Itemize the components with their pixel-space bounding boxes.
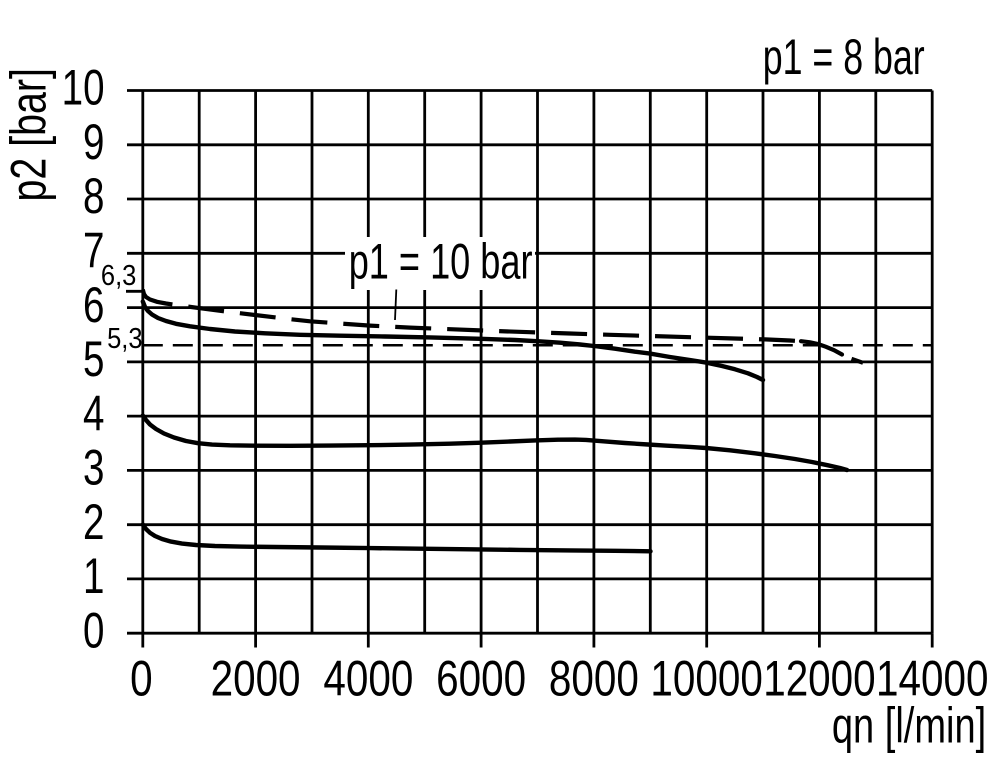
svg-text:0: 0: [83, 604, 104, 659]
svg-text:p2 [bar]: p2 [bar]: [0, 68, 57, 201]
svg-text:2: 2: [83, 495, 104, 550]
svg-text:4000: 4000: [323, 650, 413, 706]
svg-text:qn [l/min]: qn [l/min]: [832, 699, 986, 754]
svg-text:8: 8: [83, 170, 104, 225]
svg-text:8000: 8000: [549, 650, 639, 706]
svg-text:12000: 12000: [763, 650, 875, 706]
svg-text:6: 6: [83, 278, 104, 333]
svg-text:3: 3: [83, 441, 104, 496]
svg-text:10000: 10000: [650, 650, 762, 706]
svg-text:5,3: 5,3: [107, 321, 142, 354]
svg-text:5: 5: [83, 332, 104, 387]
svg-text:1: 1: [83, 549, 104, 604]
svg-text:6,3: 6,3: [101, 258, 136, 291]
svg-text:9: 9: [83, 115, 104, 170]
svg-text:7: 7: [83, 224, 104, 279]
svg-text:6000: 6000: [436, 650, 526, 706]
svg-text:p1 = 8 bar: p1 = 8 bar: [763, 30, 925, 85]
svg-text:4: 4: [83, 387, 104, 442]
svg-text:14000: 14000: [876, 650, 988, 706]
svg-text:2000: 2000: [211, 650, 301, 706]
svg-text:10: 10: [62, 61, 105, 116]
svg-text:0: 0: [130, 650, 153, 706]
svg-text:p1 = 10 bar: p1 = 10 bar: [349, 235, 533, 290]
